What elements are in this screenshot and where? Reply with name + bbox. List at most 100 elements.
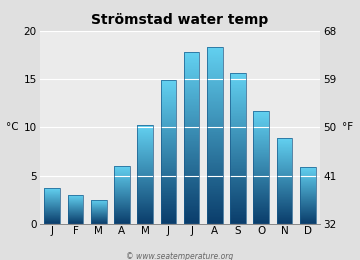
Bar <box>137 218 153 219</box>
Bar <box>137 203 153 204</box>
Bar <box>253 216 269 217</box>
Bar <box>207 212 223 213</box>
Bar <box>137 146 153 147</box>
Bar <box>161 200 176 201</box>
Bar <box>137 156 153 157</box>
Bar <box>207 222 223 223</box>
Bar <box>253 113 269 114</box>
Bar <box>137 172 153 173</box>
Bar <box>230 86 246 87</box>
Bar <box>276 202 292 203</box>
Bar <box>161 171 176 172</box>
Bar <box>230 79 246 80</box>
Bar <box>230 220 246 221</box>
Bar <box>230 99 246 100</box>
Bar <box>276 201 292 202</box>
Bar <box>207 140 223 141</box>
Bar <box>230 121 246 122</box>
Bar <box>230 137 246 138</box>
Bar <box>137 148 153 149</box>
Bar <box>253 222 269 223</box>
Bar <box>207 170 223 171</box>
Bar <box>207 77 223 79</box>
Bar <box>207 69 223 70</box>
Bar <box>230 161 246 162</box>
Bar <box>276 210 292 211</box>
Bar <box>137 127 153 128</box>
Bar <box>253 165 269 166</box>
Bar <box>230 76 246 77</box>
Bar <box>253 203 269 204</box>
Bar <box>253 170 269 171</box>
Bar <box>161 167 176 168</box>
Bar <box>230 191 246 192</box>
Bar <box>137 201 153 202</box>
Bar <box>276 209 292 210</box>
Bar <box>161 100 176 101</box>
Bar <box>300 172 315 173</box>
Bar <box>137 153 153 154</box>
Bar <box>276 207 292 208</box>
Bar <box>184 206 199 207</box>
Bar <box>207 106 223 107</box>
Bar <box>137 177 153 178</box>
Bar <box>137 197 153 198</box>
Bar <box>184 94 199 95</box>
Bar <box>184 193 199 194</box>
Bar <box>253 189 269 190</box>
Bar <box>230 170 246 171</box>
Bar <box>207 204 223 205</box>
Bar <box>137 190 153 191</box>
Bar <box>253 143 269 144</box>
Bar <box>161 203 176 204</box>
Bar <box>137 171 153 172</box>
Bar <box>230 133 246 134</box>
Bar <box>207 131 223 132</box>
Bar <box>184 175 199 176</box>
Bar <box>230 91 246 92</box>
Bar <box>161 222 176 223</box>
Bar <box>161 199 176 200</box>
Bar <box>137 189 153 190</box>
Bar <box>137 161 153 162</box>
Bar <box>161 148 176 149</box>
Bar <box>161 166 176 167</box>
Bar <box>230 171 246 172</box>
Bar <box>207 104 223 105</box>
Bar <box>137 162 153 163</box>
Bar <box>230 95 246 96</box>
Bar <box>230 222 246 223</box>
Bar <box>253 114 269 115</box>
Bar <box>253 138 269 139</box>
Bar <box>114 219 130 220</box>
Bar <box>184 147 199 148</box>
Bar <box>114 207 130 208</box>
Bar <box>207 191 223 192</box>
Bar <box>161 89 176 90</box>
Bar <box>253 209 269 210</box>
Bar <box>137 206 153 207</box>
Bar <box>114 172 130 173</box>
Bar <box>276 155 292 156</box>
Bar <box>161 141 176 142</box>
Bar <box>276 168 292 169</box>
Bar <box>114 166 130 167</box>
Bar <box>207 65 223 66</box>
Bar <box>207 142 223 143</box>
Bar <box>276 223 292 224</box>
Bar <box>230 181 246 182</box>
Bar <box>114 176 130 177</box>
Bar <box>230 178 246 179</box>
Bar <box>161 105 176 106</box>
Bar <box>184 183 199 184</box>
Bar <box>253 127 269 128</box>
Bar <box>230 125 246 126</box>
Bar <box>230 129 246 130</box>
Bar <box>161 170 176 171</box>
Bar <box>137 176 153 177</box>
Bar <box>253 115 269 116</box>
Bar <box>276 217 292 218</box>
Bar <box>276 187 292 188</box>
Bar <box>161 140 176 141</box>
Bar <box>207 124 223 125</box>
